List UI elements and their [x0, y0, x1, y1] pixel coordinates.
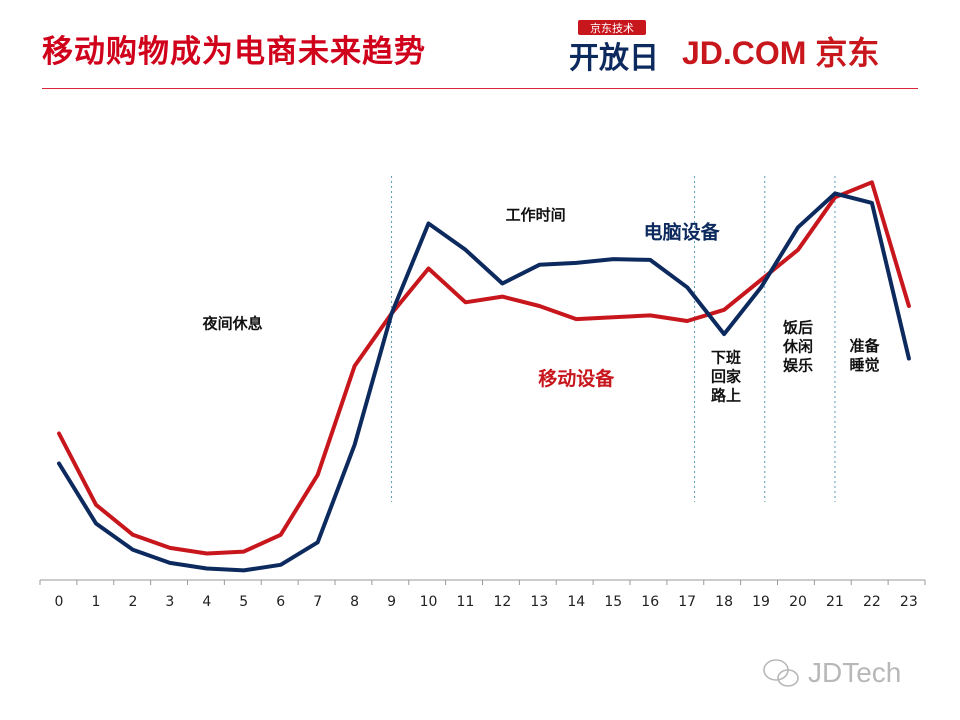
x-tick-label: 12: [493, 594, 511, 610]
x-tick-label: 14: [567, 594, 585, 610]
period-label-line: 休闲: [782, 337, 813, 355]
period-label-line: 睡觉: [850, 356, 880, 374]
logo-badge: [578, 20, 646, 35]
x-tick-label: 1: [91, 594, 100, 610]
series-line: [57, 191, 911, 573]
x-tick-label: 2: [128, 594, 137, 610]
period-label: 工作时间: [506, 206, 566, 224]
x-tick-label: 6: [276, 594, 285, 610]
series-line: [57, 180, 911, 556]
period-label: 饭后休闲娱乐: [782, 318, 813, 374]
x-tick-label: 8: [350, 594, 359, 610]
x-tick-label: 16: [641, 594, 659, 610]
x-tick-label: 9: [387, 594, 396, 610]
x-tick-label: 17: [678, 594, 696, 610]
period-label-line: 路上: [711, 386, 741, 404]
x-tick-label: 20: [789, 594, 807, 610]
x-tick-label: 11: [457, 594, 475, 610]
x-tick-label: 5: [239, 594, 248, 610]
x-tick-label: 15: [604, 594, 622, 610]
logo-main-text: 开放日: [569, 41, 659, 76]
period-label-line: 工作时间: [506, 206, 566, 224]
slide-title: 移动购物成为电商未来趋势: [42, 34, 426, 70]
x-tick-label: 23: [900, 594, 918, 610]
period-label-line: 饭后: [782, 318, 813, 336]
jd-logo: 京东技术 开放日 JD.COM 京东: [560, 20, 932, 76]
period-label-line: 夜间休息: [202, 315, 263, 333]
x-tick-label: 13: [530, 594, 548, 610]
x-tick-label: 10: [420, 594, 438, 610]
watermark-text: JDTech: [808, 657, 901, 688]
period-label: 下班回家路上: [711, 348, 741, 404]
series-label: 移动设备: [538, 367, 615, 390]
period-label-line: 下班: [711, 348, 741, 366]
series-lines: [57, 180, 911, 573]
x-tick-label: 19: [752, 594, 770, 610]
x-tick-label: 21: [826, 594, 844, 610]
x-tick-label: 18: [715, 594, 733, 610]
x-tick-label: 3: [165, 594, 174, 610]
x-tick-label: 22: [863, 594, 881, 610]
wechat-icon: [763, 659, 799, 687]
jdtech-watermark: JDTech: [760, 650, 940, 694]
x-tick-label: 7: [313, 594, 322, 610]
x-tick-label: 0: [55, 594, 64, 610]
series-label: 电脑设备: [644, 221, 721, 244]
period-label-line: 回家: [711, 367, 741, 385]
logo-brand-text: JD.COM 京东: [682, 35, 879, 71]
x-axis: 0 1 2 3 4 5 6 7 8 9 10 11 12 13 14 15 16 17 18 19 20 21 22 23: [39, 579, 926, 610]
period-label-line: 准备: [850, 337, 881, 355]
logo-top-text: 京东技术: [590, 21, 634, 35]
period-label: 夜间休息: [202, 315, 263, 333]
x-tick-label: 4: [202, 594, 211, 610]
period-label: 准备睡觉: [850, 337, 881, 374]
title-divider: [42, 88, 918, 89]
period-dividers: [391, 176, 836, 502]
period-label-line: 娱乐: [783, 356, 813, 374]
